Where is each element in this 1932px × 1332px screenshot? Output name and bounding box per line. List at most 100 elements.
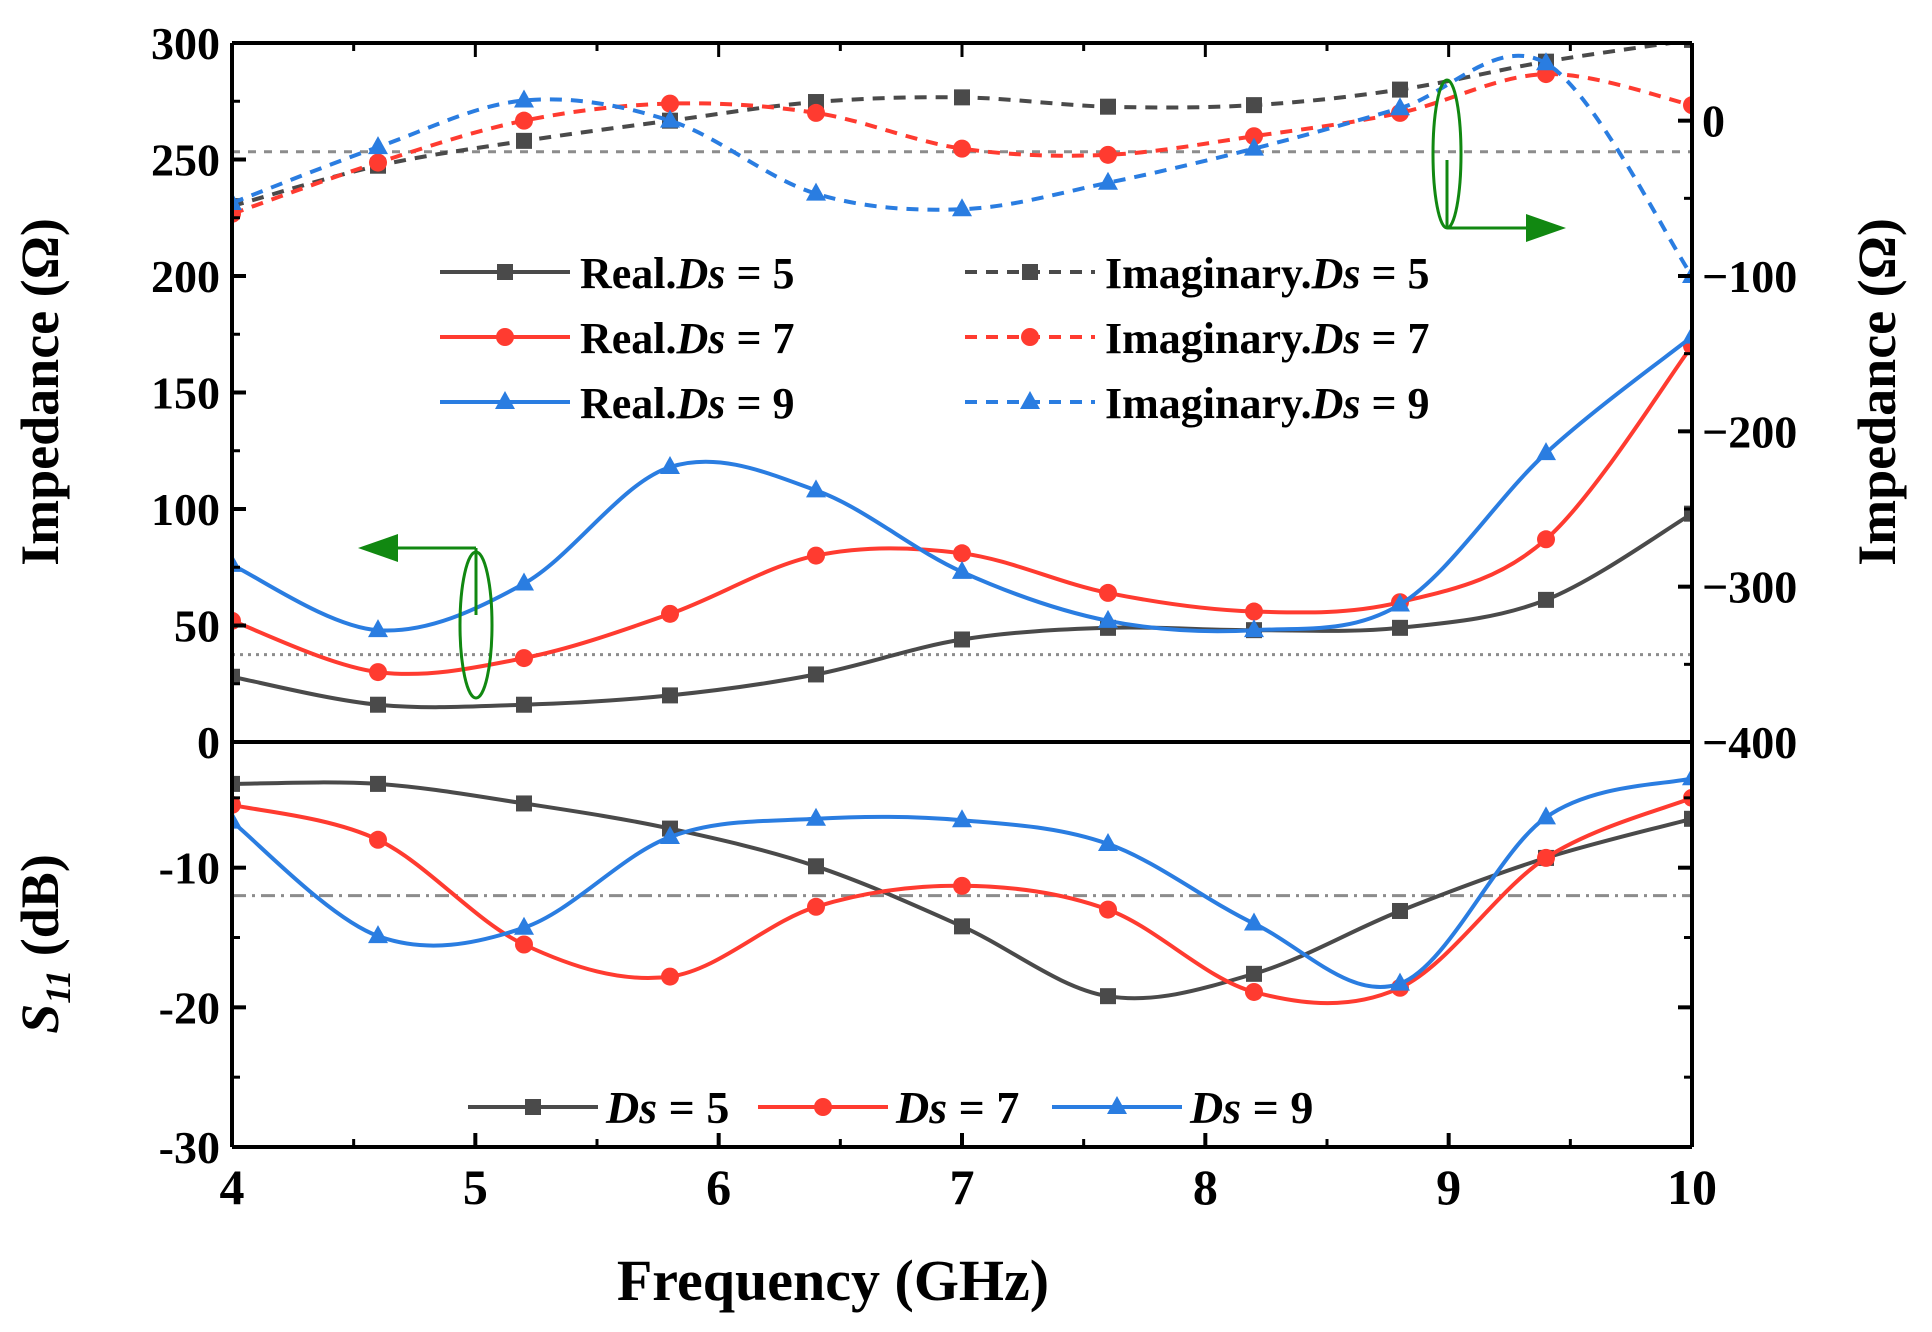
data-point <box>232 668 240 685</box>
data-point <box>1244 137 1264 156</box>
legend-label-suffix: = 5 <box>1360 249 1429 298</box>
data-point <box>1683 96 1692 115</box>
legend-label-ds: Ds <box>676 249 726 298</box>
data-point <box>1684 505 1692 522</box>
legend-label: Imaginary.Ds = 7 <box>1105 314 1430 363</box>
data-point <box>1536 52 1556 71</box>
s11-data-point <box>1099 900 1117 919</box>
y-axis-label-right: Impedance (Ω) <box>1847 218 1907 566</box>
s11-data-point <box>232 775 240 792</box>
s11-label-sub: 11 <box>38 970 78 1004</box>
data-point <box>1098 609 1118 628</box>
y-tick-label: 300 <box>151 18 220 69</box>
y2-tick-label: −100 <box>1702 251 1797 302</box>
data-point <box>953 544 971 563</box>
legend-item: Real.Ds = 9 <box>440 379 795 428</box>
data-point <box>952 198 972 217</box>
legend-label-ds: Ds <box>676 314 726 363</box>
s11-legend-item: Ds = 9 <box>1052 1082 1313 1133</box>
series-real-ds-7 <box>232 336 1692 682</box>
data-point <box>516 696 532 713</box>
y-tick-label: 250 <box>151 135 220 186</box>
s11-data-point <box>1245 982 1263 1001</box>
s11-data-point <box>1682 767 1692 786</box>
legend-label-prefix: Imaginary. <box>1105 379 1312 428</box>
data-point <box>1390 593 1410 612</box>
s11-y-tick-label: -20 <box>159 982 220 1033</box>
s11-label-unit: (dB) <box>10 854 70 970</box>
s11-legend-label-ds: Ds <box>895 1082 947 1133</box>
s11-data-point <box>808 858 824 875</box>
s11-data-point <box>514 916 534 935</box>
data-point <box>368 136 388 155</box>
legend-label-prefix: Real. <box>580 314 677 363</box>
s11-legend-label-ds: Ds <box>1189 1082 1241 1133</box>
x-tick-label: 8 <box>1193 1159 1218 1215</box>
data-point <box>1099 145 1117 164</box>
s11-data-point <box>1390 972 1410 991</box>
arrow-left-head <box>358 534 398 562</box>
data-point <box>232 191 242 210</box>
data-point <box>514 572 534 591</box>
legend-label: Imaginary.Ds = 9 <box>1105 379 1430 428</box>
s11-data-point <box>232 810 242 829</box>
data-point <box>1099 583 1117 602</box>
data-point <box>807 546 825 565</box>
s11-y-tick-label: -10 <box>159 843 220 894</box>
x-tick-label: 9 <box>1436 1159 1461 1215</box>
legend-marker <box>1021 328 1039 346</box>
axis-annotations <box>358 78 1566 700</box>
legend-marker <box>496 328 514 346</box>
s11-data-point <box>953 876 971 895</box>
s11-legend-label-suffix: = 9 <box>1241 1082 1313 1133</box>
s11-series-ds-9 <box>232 767 1692 991</box>
s11-legend-label-suffix: = 5 <box>657 1082 729 1133</box>
x-axis-label: Frequency (GHz) <box>617 1248 1049 1313</box>
data-point <box>1098 171 1118 190</box>
legend-label-suffix: = 9 <box>725 379 794 428</box>
y2-tick-label: −200 <box>1702 406 1797 457</box>
s11-data-point <box>1536 806 1556 825</box>
legend-label-suffix: = 9 <box>1360 379 1429 428</box>
data-point <box>1538 591 1554 608</box>
s11-legend-label-ds: Ds <box>605 1082 657 1133</box>
s11-data-point <box>1244 912 1264 931</box>
s11-data-point <box>806 807 826 826</box>
data-point <box>1246 97 1262 114</box>
data-point <box>1244 619 1264 638</box>
x-tick-label: 5 <box>463 1159 488 1215</box>
legend-item: Imaginary.Ds = 9 <box>965 379 1430 428</box>
series-imaginary-ds-9 <box>232 52 1692 283</box>
legend-label-prefix: Imaginary. <box>1105 249 1312 298</box>
data-point <box>661 94 679 113</box>
legend-marker <box>497 264 513 280</box>
y-tick-label: 0 <box>197 717 220 768</box>
data-point <box>369 663 387 682</box>
y-tick-label: 50 <box>174 601 220 652</box>
data-point <box>952 560 972 579</box>
data-point <box>1392 81 1408 98</box>
s11-legend-label: Ds = 9 <box>1189 1082 1313 1133</box>
s11-data-point <box>369 830 387 849</box>
data-point <box>954 631 970 648</box>
y2-tick-label: −400 <box>1702 717 1797 768</box>
series-real-ds-5 <box>232 505 1692 713</box>
data-point <box>806 182 826 201</box>
x-tick-label: 7 <box>950 1159 975 1215</box>
data-point <box>1390 97 1410 116</box>
s11-legend-label-suffix: = 7 <box>947 1082 1019 1133</box>
s11-data-point <box>370 775 386 792</box>
data-point <box>806 479 826 498</box>
legend-label-ds: Ds <box>1311 379 1361 428</box>
legend-label-suffix: = 5 <box>725 249 794 298</box>
legend-label-prefix: Real. <box>580 249 677 298</box>
legend-item: Imaginary.Ds = 7 <box>965 314 1430 363</box>
legend-label-prefix: Imaginary. <box>1105 314 1312 363</box>
x-tick-label: 4 <box>220 1159 245 1215</box>
legend-item: Real.Ds = 5 <box>440 249 795 298</box>
y-tick-label: 150 <box>151 368 220 419</box>
